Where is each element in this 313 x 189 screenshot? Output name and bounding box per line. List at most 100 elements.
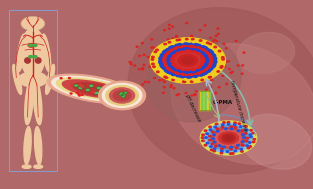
Circle shape — [215, 130, 242, 146]
Bar — [199, 91, 201, 110]
Circle shape — [79, 84, 81, 86]
Circle shape — [217, 56, 219, 57]
Circle shape — [230, 148, 232, 150]
Circle shape — [233, 124, 236, 126]
Circle shape — [242, 65, 244, 66]
Circle shape — [200, 121, 257, 155]
Circle shape — [206, 52, 208, 53]
Circle shape — [245, 126, 247, 127]
Circle shape — [212, 71, 214, 72]
Circle shape — [69, 77, 70, 79]
Circle shape — [217, 131, 219, 132]
Circle shape — [216, 41, 218, 42]
Bar — [205, 91, 207, 110]
Circle shape — [202, 46, 204, 48]
Ellipse shape — [128, 8, 313, 174]
Circle shape — [214, 60, 216, 61]
Circle shape — [192, 78, 194, 80]
Circle shape — [154, 77, 156, 79]
Circle shape — [213, 148, 216, 149]
Circle shape — [81, 86, 84, 88]
Circle shape — [197, 70, 199, 71]
Circle shape — [231, 71, 233, 72]
Circle shape — [161, 70, 163, 72]
Circle shape — [186, 38, 188, 40]
Circle shape — [178, 49, 181, 51]
Circle shape — [213, 150, 215, 152]
Circle shape — [176, 35, 177, 36]
Circle shape — [228, 68, 230, 70]
Ellipse shape — [62, 80, 122, 98]
Circle shape — [187, 76, 190, 78]
Circle shape — [117, 99, 119, 100]
Circle shape — [215, 35, 217, 36]
Bar — [209, 91, 211, 110]
Circle shape — [211, 131, 214, 133]
Circle shape — [152, 63, 154, 65]
Circle shape — [249, 134, 252, 136]
Circle shape — [222, 124, 224, 125]
Circle shape — [137, 89, 139, 90]
Circle shape — [240, 148, 243, 150]
Circle shape — [151, 47, 153, 48]
Circle shape — [209, 69, 212, 70]
Circle shape — [202, 49, 204, 51]
Circle shape — [226, 84, 228, 85]
Circle shape — [74, 84, 79, 87]
Circle shape — [33, 56, 37, 58]
Circle shape — [205, 89, 207, 90]
Circle shape — [238, 123, 240, 124]
Circle shape — [163, 47, 166, 49]
Circle shape — [190, 37, 192, 38]
Circle shape — [178, 75, 181, 77]
Ellipse shape — [239, 114, 311, 169]
Text: pH decrease: pH decrease — [184, 93, 201, 123]
Circle shape — [144, 81, 146, 82]
Circle shape — [131, 94, 133, 95]
Circle shape — [241, 151, 243, 152]
Circle shape — [211, 143, 213, 145]
Circle shape — [174, 64, 176, 66]
Circle shape — [162, 67, 165, 69]
Circle shape — [151, 56, 154, 58]
Circle shape — [190, 81, 193, 82]
Circle shape — [119, 94, 122, 96]
Circle shape — [195, 44, 198, 46]
Ellipse shape — [24, 127, 31, 164]
Circle shape — [222, 57, 224, 58]
Circle shape — [245, 129, 248, 131]
Circle shape — [198, 66, 200, 67]
Circle shape — [148, 81, 150, 83]
Circle shape — [189, 71, 191, 73]
Circle shape — [250, 136, 252, 138]
Ellipse shape — [47, 74, 137, 103]
Circle shape — [147, 56, 149, 57]
Bar — [9, 10, 57, 171]
Circle shape — [202, 73, 205, 75]
Circle shape — [208, 77, 211, 78]
Ellipse shape — [25, 58, 30, 63]
Circle shape — [155, 59, 158, 61]
Circle shape — [221, 148, 223, 149]
Circle shape — [234, 122, 236, 124]
Circle shape — [110, 88, 135, 103]
Circle shape — [165, 65, 167, 66]
Circle shape — [210, 60, 212, 62]
Circle shape — [217, 28, 219, 29]
Circle shape — [121, 94, 125, 96]
Circle shape — [92, 91, 95, 93]
Ellipse shape — [22, 165, 31, 168]
Circle shape — [210, 86, 212, 88]
Circle shape — [209, 50, 212, 52]
Circle shape — [143, 54, 145, 55]
Circle shape — [202, 60, 204, 61]
Circle shape — [221, 66, 223, 67]
Ellipse shape — [17, 34, 26, 72]
Circle shape — [230, 128, 233, 130]
Circle shape — [186, 23, 188, 24]
Circle shape — [212, 128, 245, 148]
Circle shape — [173, 52, 175, 53]
Circle shape — [172, 26, 173, 27]
Circle shape — [182, 49, 185, 50]
Circle shape — [76, 92, 78, 93]
